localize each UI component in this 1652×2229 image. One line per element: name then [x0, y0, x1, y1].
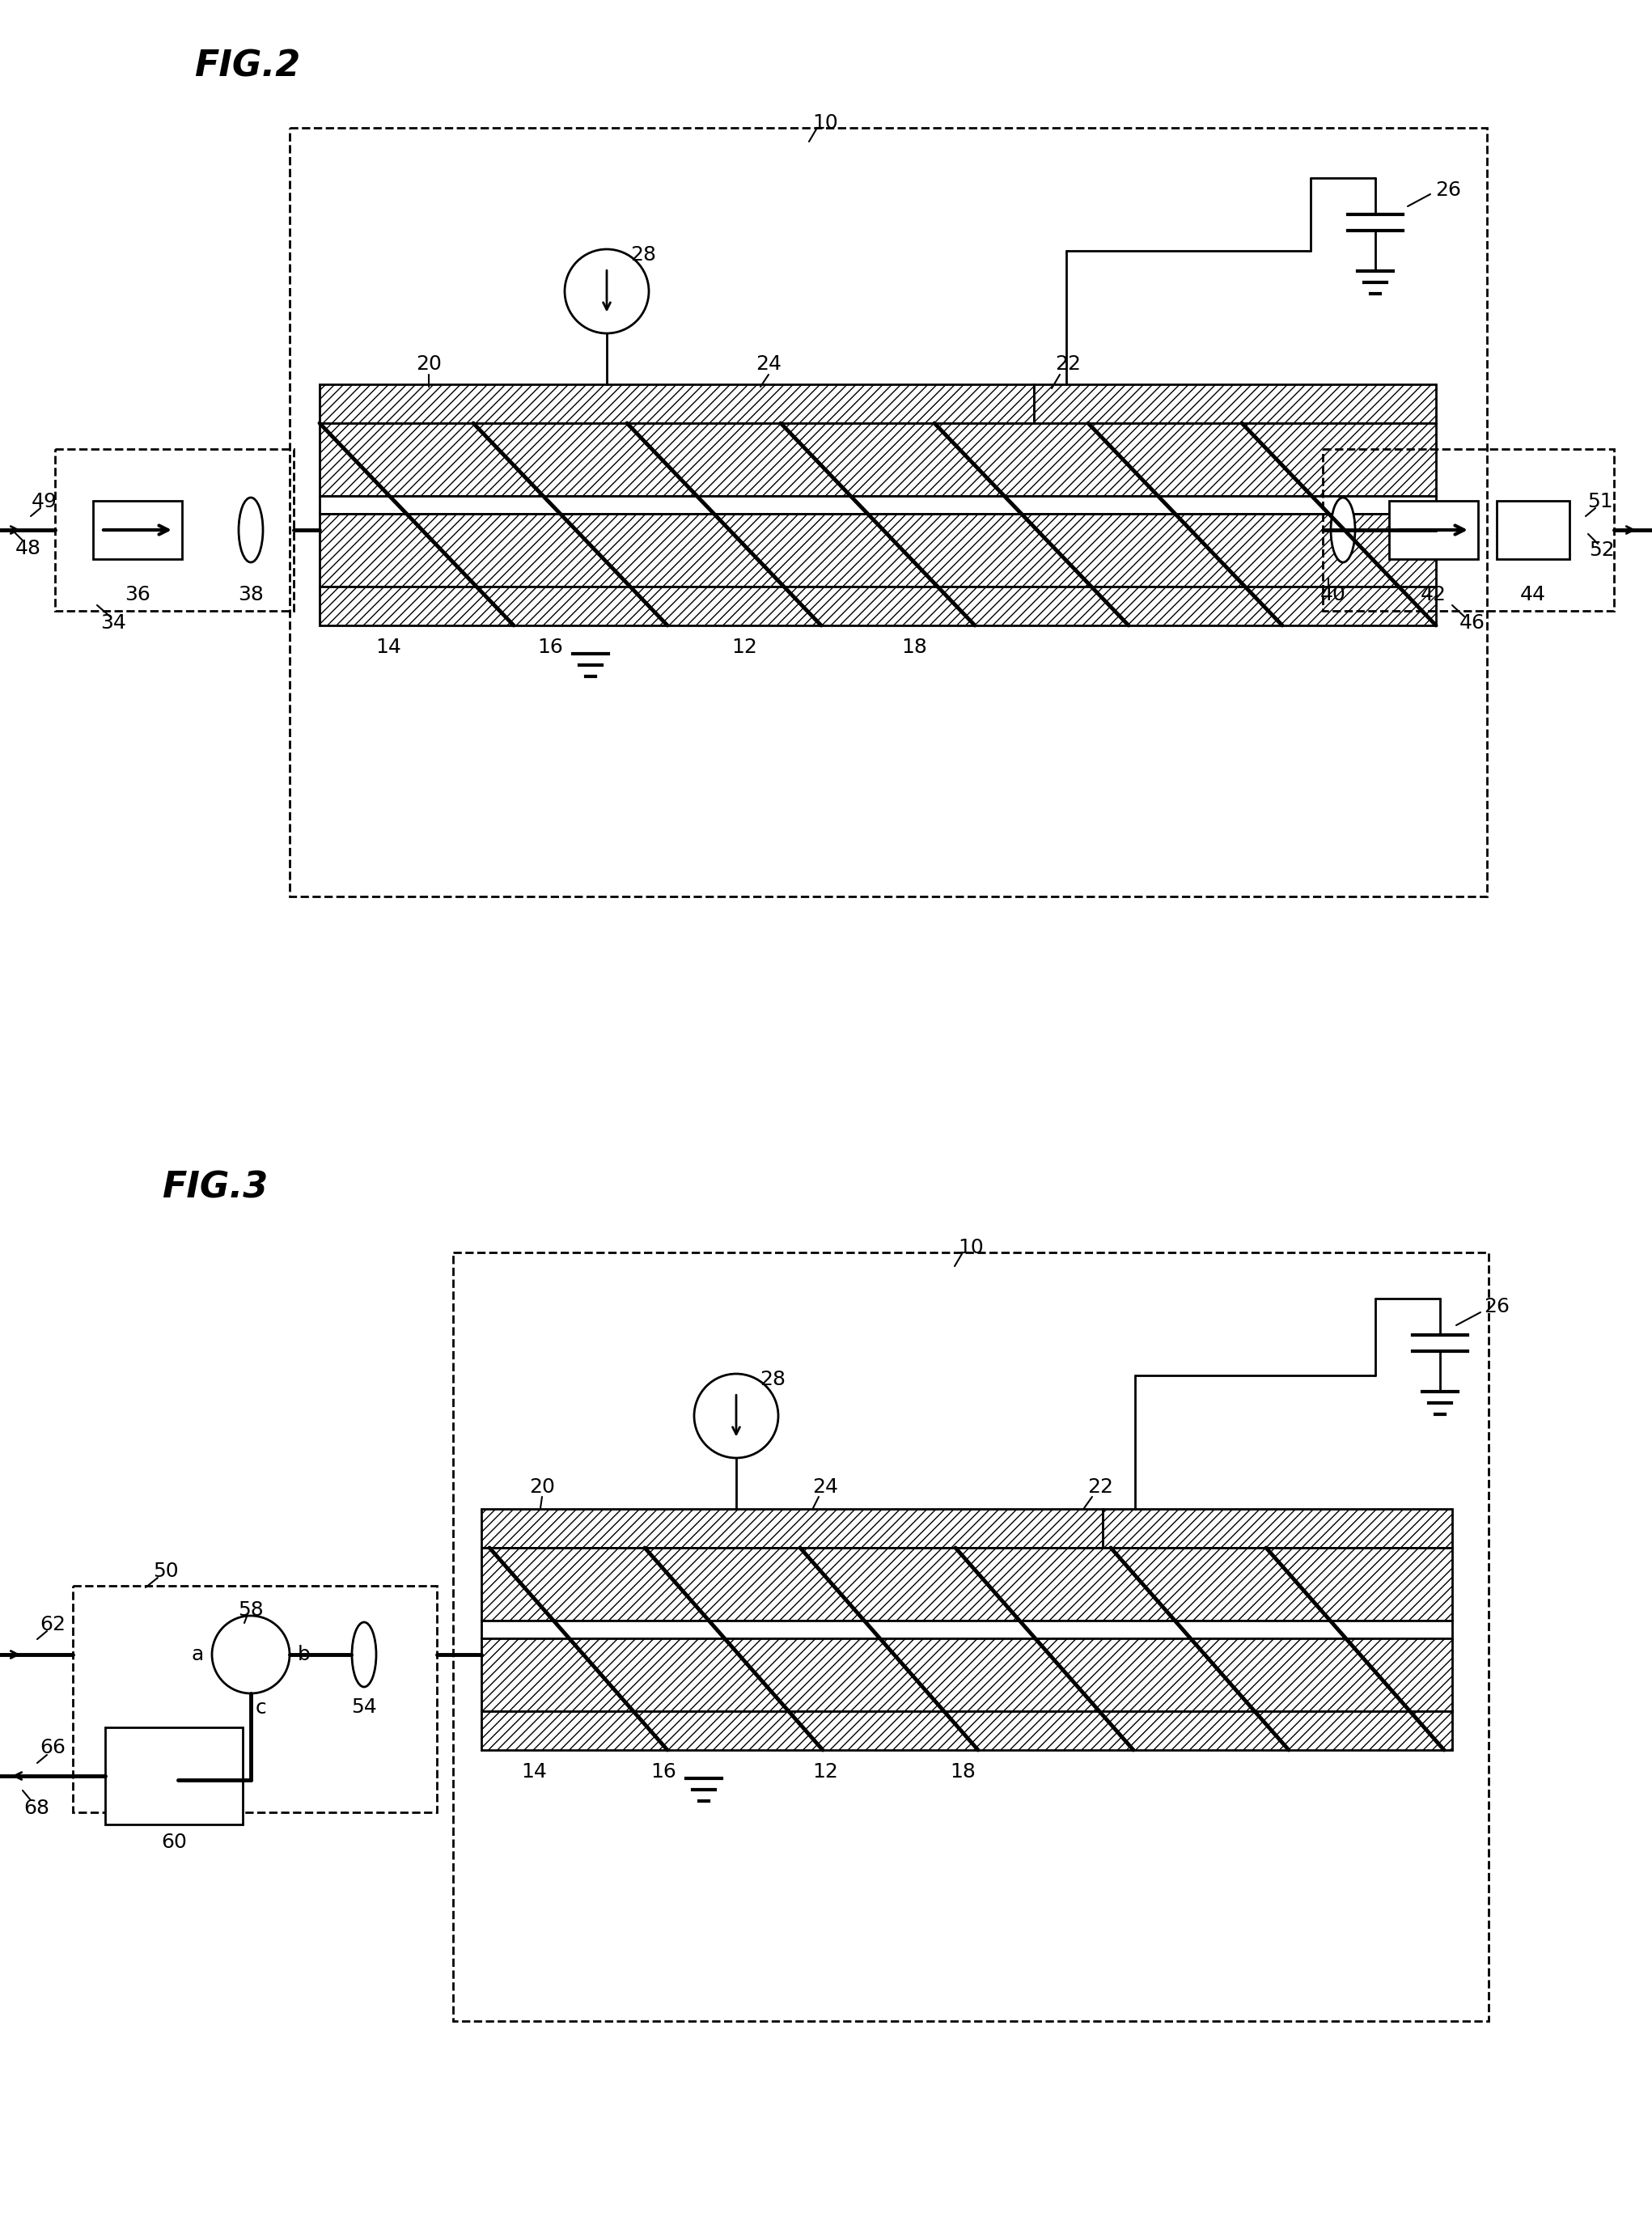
Text: 24: 24	[755, 354, 781, 374]
Text: 46: 46	[1459, 613, 1485, 633]
Text: 54: 54	[352, 1698, 377, 1716]
Text: 68: 68	[23, 1799, 50, 1819]
Bar	[481, 1509, 1102, 1547]
Text: 20: 20	[416, 354, 441, 374]
Bar	[481, 1620, 1452, 1638]
Bar	[453, 1253, 1488, 2022]
Text: 42: 42	[1421, 584, 1447, 604]
Ellipse shape	[352, 1623, 377, 1687]
Bar	[1389, 502, 1479, 559]
Circle shape	[211, 1616, 289, 1694]
Bar	[1497, 502, 1569, 559]
Text: 18: 18	[902, 637, 927, 658]
Text: 22: 22	[1087, 1478, 1113, 1498]
Text: 49: 49	[31, 493, 58, 510]
Bar	[55, 448, 294, 611]
Text: 22: 22	[1056, 354, 1080, 374]
Circle shape	[694, 1373, 778, 1458]
Text: 48: 48	[15, 539, 41, 557]
Text: a: a	[192, 1645, 203, 1665]
Text: 52: 52	[1589, 539, 1614, 559]
Bar	[1102, 1509, 1452, 1547]
Text: 62: 62	[40, 1616, 66, 1634]
Bar	[93, 502, 182, 559]
Ellipse shape	[238, 497, 263, 562]
Ellipse shape	[1332, 497, 1355, 562]
Bar	[481, 1712, 1452, 1750]
Bar	[319, 383, 1034, 424]
Bar	[106, 1727, 243, 1826]
Text: 28: 28	[629, 245, 656, 265]
Text: 10: 10	[958, 1237, 983, 1257]
Text: 44: 44	[1520, 584, 1546, 604]
Bar	[319, 424, 1436, 497]
Text: 40: 40	[1320, 584, 1346, 604]
Text: 58: 58	[238, 1600, 264, 1620]
Text: b: b	[297, 1645, 311, 1665]
Text: 38: 38	[238, 584, 264, 604]
Bar	[319, 497, 1436, 513]
Text: 16: 16	[651, 1763, 676, 1781]
Circle shape	[565, 250, 649, 334]
Text: 66: 66	[40, 1739, 66, 1756]
Bar	[1323, 448, 1614, 611]
Text: FIG.2: FIG.2	[195, 49, 301, 85]
Text: 60: 60	[160, 1832, 187, 1852]
Text: 50: 50	[154, 1563, 178, 1580]
Text: 26: 26	[1483, 1297, 1510, 1317]
Text: c: c	[254, 1698, 266, 1719]
Bar	[73, 1585, 436, 1812]
Text: 16: 16	[537, 637, 563, 658]
Text: FIG.3: FIG.3	[162, 1170, 268, 1206]
Bar	[289, 127, 1487, 896]
Text: 14: 14	[375, 637, 401, 658]
Text: 51: 51	[1588, 493, 1612, 510]
Bar	[319, 586, 1436, 626]
Text: 36: 36	[124, 584, 150, 604]
Bar	[481, 1638, 1452, 1712]
Text: 28: 28	[760, 1371, 786, 1389]
Text: 10: 10	[813, 114, 838, 134]
Text: 14: 14	[520, 1763, 547, 1781]
Bar	[1034, 383, 1436, 424]
Bar	[319, 513, 1436, 586]
Text: 24: 24	[813, 1478, 838, 1498]
Text: 12: 12	[813, 1763, 838, 1781]
Text: 20: 20	[529, 1478, 555, 1498]
Text: 12: 12	[732, 637, 757, 658]
Text: 26: 26	[1436, 181, 1460, 201]
Bar	[481, 1547, 1452, 1620]
Text: 18: 18	[950, 1763, 976, 1781]
Text: 34: 34	[101, 613, 126, 633]
